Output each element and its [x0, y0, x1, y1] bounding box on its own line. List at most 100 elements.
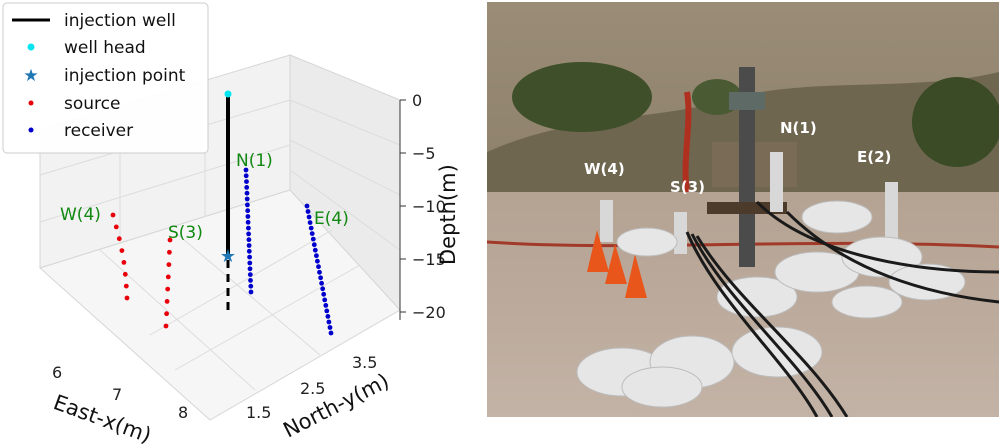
source-point	[167, 249, 172, 255]
receiver-point	[321, 291, 327, 297]
x-axis-label: East-x(m)	[50, 390, 154, 445]
receiver-point	[243, 173, 249, 179]
source-point	[110, 212, 116, 218]
receiver-point	[312, 247, 318, 253]
photo-label-e2: E(2)	[857, 148, 891, 166]
receiver-point	[328, 330, 334, 336]
receiver-point	[244, 179, 249, 185]
y-tick-label: 3.5	[352, 353, 377, 372]
legend-entry: receiver	[64, 121, 133, 141]
sandbags	[576, 200, 966, 408]
legend: ★ injection well well head injection poi…	[2, 2, 209, 154]
source-point	[163, 323, 169, 329]
receiver-point	[316, 264, 321, 270]
source-point	[166, 262, 172, 267]
traffic-cone	[605, 244, 627, 284]
receiver-point	[245, 208, 251, 214]
post-n	[770, 152, 783, 212]
label-w4: W(4)	[60, 205, 101, 225]
receiver-point	[246, 237, 252, 243]
receiver-point	[309, 231, 315, 237]
receiver-point	[245, 219, 251, 225]
post-w	[600, 200, 613, 242]
traffic-cone	[587, 230, 609, 272]
receiver-point	[246, 225, 251, 231]
3d-scatter-plot: 0 −5 −10 −15 −20 6 7 8 1.5 2.5 3.5 Depth(m) East…	[2, 2, 460, 445]
post-s	[674, 212, 687, 254]
photo-label-n1: N(1)	[780, 119, 817, 137]
receiver-point	[246, 248, 252, 254]
source-point	[113, 224, 119, 230]
y-tick-label: 2.5	[300, 379, 325, 398]
z-tick-label: −10	[412, 197, 446, 216]
receiver-point	[318, 275, 323, 281]
z-tick-label: −15	[412, 250, 446, 269]
legend-dot-icon	[28, 127, 34, 133]
source-point	[124, 295, 130, 301]
legend-dot-icon	[28, 100, 34, 106]
x-tick-label: 7	[112, 385, 122, 404]
source-point	[164, 299, 170, 304]
z-tick-label: −20	[412, 303, 446, 322]
receiver-point	[247, 272, 253, 277]
receiver-point	[248, 289, 254, 295]
x-tick-label: 6	[52, 363, 62, 382]
receiver-point	[317, 269, 322, 275]
wellhead-pipe	[739, 67, 755, 267]
legend-dot-icon	[27, 43, 35, 51]
red-hose	[487, 240, 999, 249]
z-axis-label: Depth(m)	[436, 164, 460, 265]
photo-label-s3: S(3)	[670, 178, 705, 196]
receiver-point	[243, 167, 249, 173]
y-ticks: 1.5 2.5 3.5	[246, 353, 377, 422]
receiver-point	[320, 286, 326, 292]
label-s3: S(3)	[168, 223, 203, 243]
receiver-point	[322, 297, 328, 303]
receiver-point	[246, 231, 252, 237]
receiver-point	[315, 258, 320, 264]
injection-point-marker: ★	[220, 246, 236, 267]
source-point	[165, 286, 171, 292]
receiver-point	[246, 243, 252, 248]
receiver-point	[310, 236, 316, 242]
receiver-point	[244, 190, 250, 196]
z-ticks: 0 −5 −10 −15 −20	[400, 91, 446, 322]
source-point	[121, 260, 127, 265]
x-ticks: 6 7 8	[52, 363, 188, 422]
receiver-point	[308, 225, 314, 231]
receiver-point	[248, 283, 254, 289]
source-point	[119, 248, 125, 254]
receiver-point	[245, 202, 250, 208]
source-point	[123, 283, 129, 289]
receiver-point	[244, 185, 250, 190]
receiver-point	[326, 319, 332, 325]
valve	[729, 92, 765, 110]
traffic-cone	[625, 254, 647, 298]
z-tick-label: −5	[412, 144, 436, 163]
source-point	[122, 271, 128, 277]
y-tick-label: 1.5	[246, 403, 271, 422]
post-e	[885, 182, 898, 240]
legend-box	[2, 2, 209, 154]
label-n1: N(1)	[236, 151, 273, 171]
receiver-point	[244, 196, 250, 202]
source-point	[164, 311, 170, 317]
legend-entry: source	[64, 94, 120, 114]
receiver-point	[319, 280, 324, 286]
source-point	[165, 274, 171, 280]
receiver-point	[311, 242, 317, 248]
receiver-point	[248, 278, 253, 283]
x-tick-label: 8	[178, 403, 188, 422]
receiver-point	[324, 308, 330, 314]
source-point	[167, 237, 173, 243]
z-tick-label: 0	[412, 91, 422, 110]
receiver-point	[306, 214, 312, 220]
receiver-point	[247, 260, 253, 266]
bush	[912, 77, 999, 167]
receiver-point	[325, 314, 331, 319]
legend-entry: well head	[64, 38, 146, 58]
bush	[512, 62, 652, 132]
cables	[685, 200, 999, 417]
legend-entry: injection well	[64, 11, 176, 31]
